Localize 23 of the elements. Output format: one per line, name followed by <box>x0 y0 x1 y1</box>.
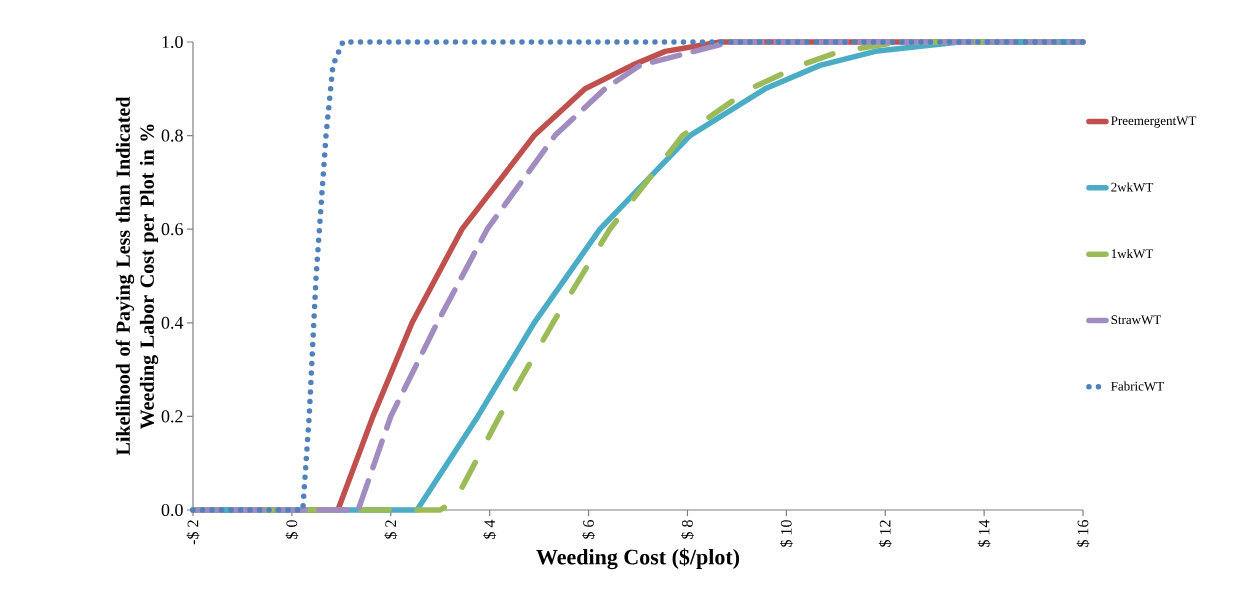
x-tick-label: $ 14 <box>977 519 991 547</box>
y-tick-label: 1.0 <box>162 35 183 49</box>
x-tick-label: $ 12 <box>878 520 892 547</box>
y-tick-label: 0.4 <box>161 316 184 329</box>
x-tick-label: $ 6 <box>582 520 595 539</box>
x-tick-label: $ 10 <box>779 520 793 547</box>
y-tick-label: 0.6 <box>161 223 183 236</box>
y-tick-label: 0.0 <box>161 503 183 517</box>
x-tick-label: -$ 2 <box>186 520 200 545</box>
legend-label: 2wkWT <box>1111 182 1154 192</box>
legend-label: 1wkWT <box>1111 248 1154 259</box>
y-tick-label: 0.8 <box>161 129 183 142</box>
x-axis-title: Weeding Cost ($/plot) <box>536 548 740 570</box>
x-tick-label: $ 8 <box>681 520 694 539</box>
legend-label: StrawWT <box>1111 315 1162 325</box>
x-tick-label: $ 16 <box>1076 520 1090 547</box>
legend-label: FabricWT <box>1111 381 1164 391</box>
y-tick-label: 0.2 <box>161 410 183 423</box>
legend-label: PreemergentWT <box>1111 116 1197 128</box>
x-tick-label: $ 0 <box>285 520 299 539</box>
x-tick-label: $ 2 <box>384 520 398 539</box>
x-tick-label: $ 4 <box>483 519 497 539</box>
y-axis-title: Likelihood of Paying Less than Indicated Weeding Labor Cost per Plot in % <box>115 96 159 456</box>
